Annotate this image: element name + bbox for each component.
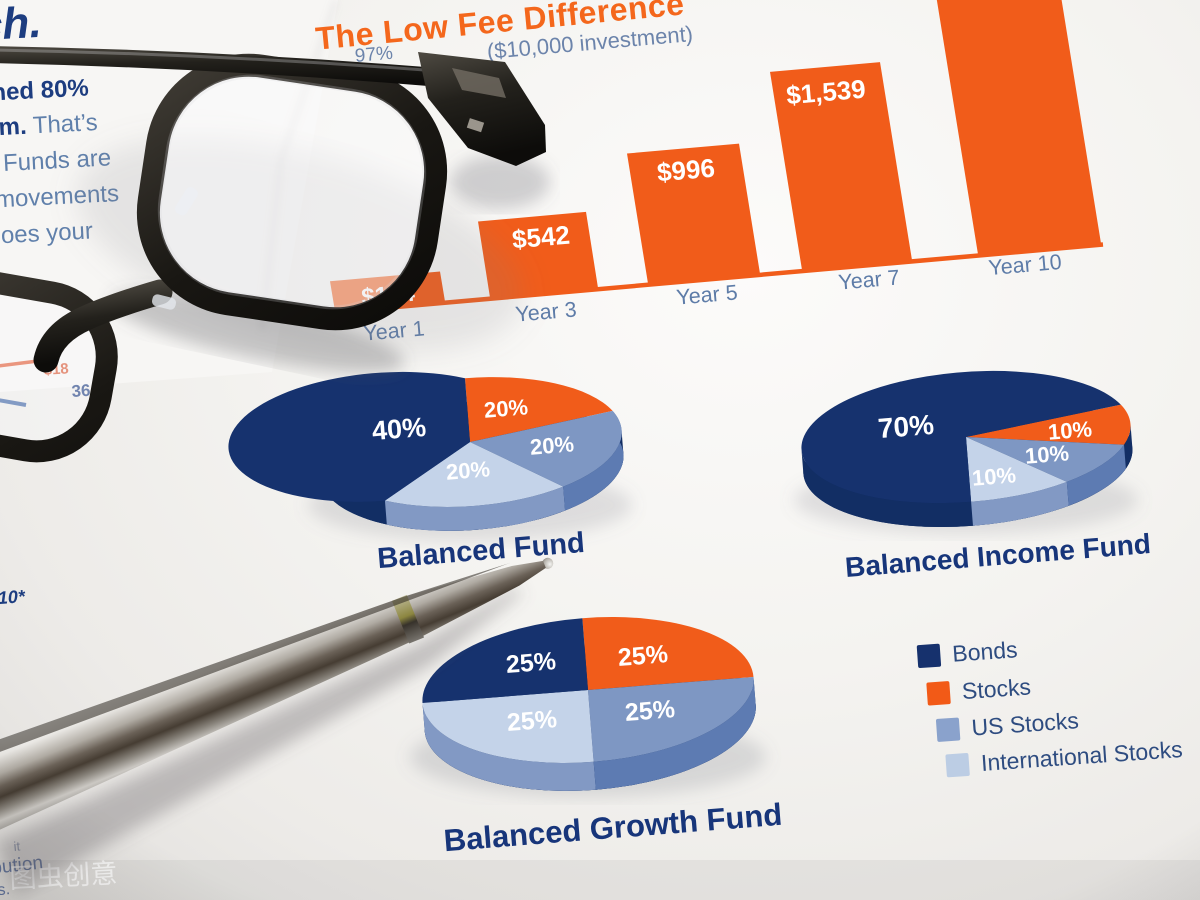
photo-vignette — [0, 0, 1200, 900]
scene-canvas: ch. ned 80% rm. That’s Funds are movemen… — [0, 0, 1200, 900]
photo-of-financial-charts: ch. ned 80% rm. That’s Funds are movemen… — [0, 0, 1200, 900]
